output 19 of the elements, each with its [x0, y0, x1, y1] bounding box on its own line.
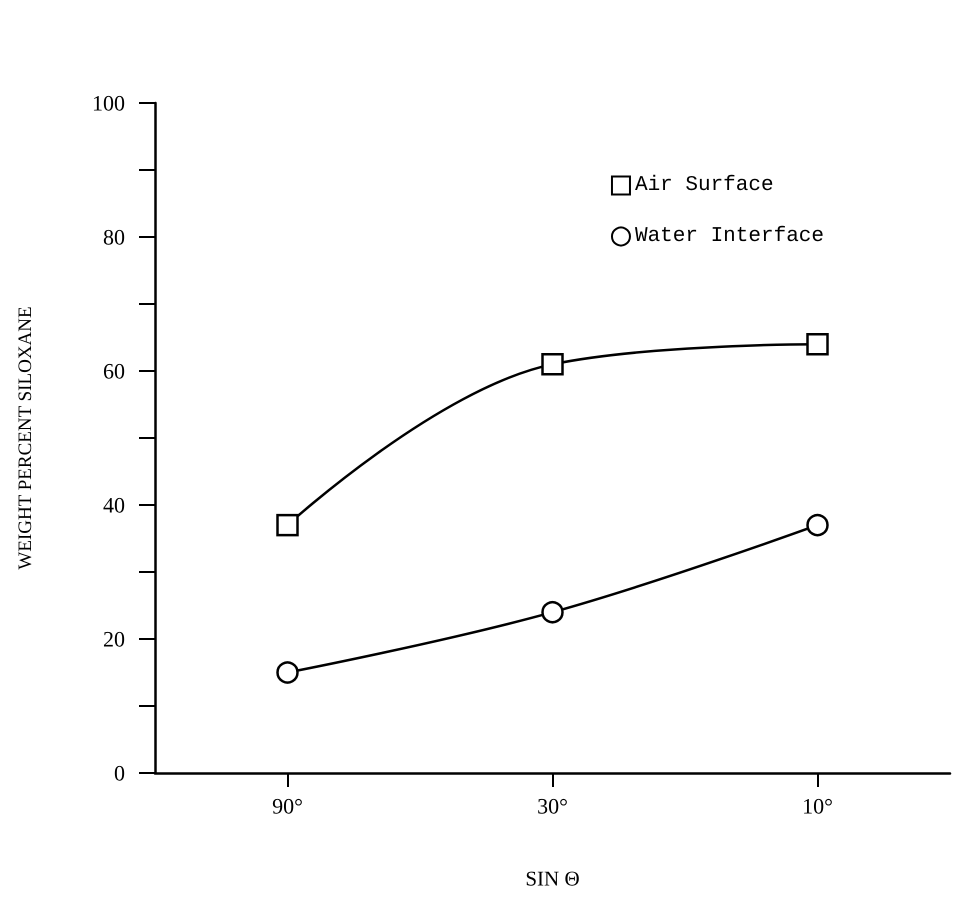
y-tick-label: 100 — [92, 90, 125, 116]
y-tick-label: 40 — [103, 492, 125, 518]
x-tick-label: 90° — [272, 794, 303, 818]
point — [276, 661, 299, 684]
point — [806, 332, 829, 356]
y-tick-label: 80 — [103, 224, 125, 250]
legend-label: Water Interface — [634, 225, 824, 248]
x-tick-label: 30° — [537, 794, 568, 818]
y-tick-label: 0 — [114, 760, 125, 786]
y-axis-title: WEIGHT PERCENT SILOXANE — [15, 306, 36, 570]
point — [541, 600, 564, 624]
y-tick-label: 20 — [103, 626, 125, 652]
legend-label: Air Surface — [634, 174, 774, 197]
y-tick-label: 60 — [103, 358, 125, 384]
x-tick-label: 10° — [802, 794, 833, 818]
point — [806, 514, 829, 536]
point — [541, 353, 564, 376]
x-axis-title: SIN Θ — [525, 866, 580, 890]
point — [276, 514, 299, 536]
